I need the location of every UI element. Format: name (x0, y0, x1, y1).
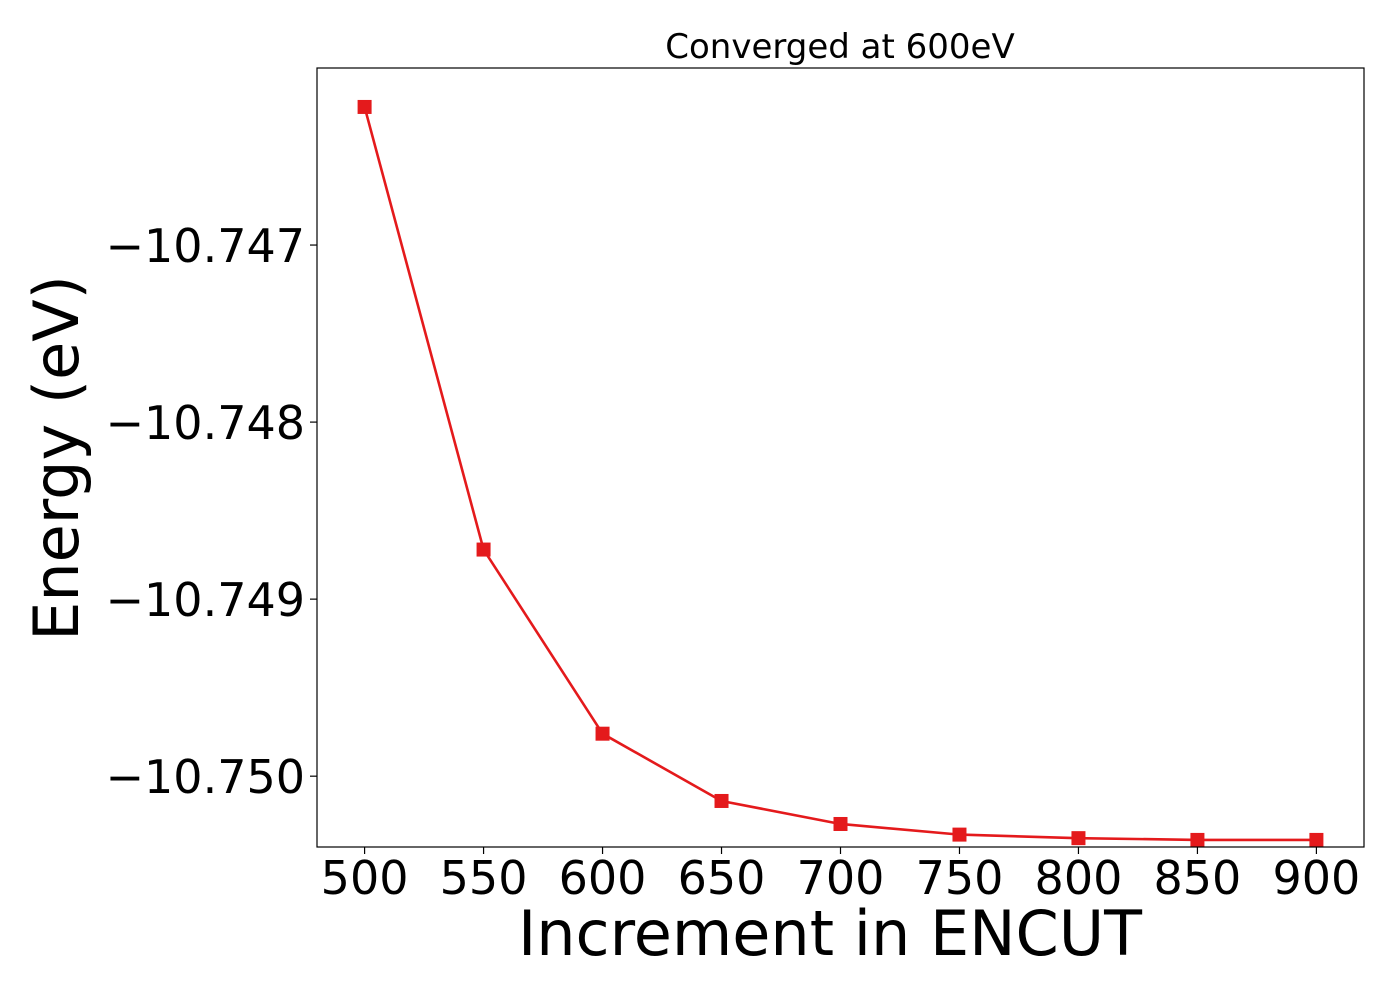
data-point-marker (595, 726, 610, 741)
y-tick-label: −10.749 (106, 573, 306, 627)
x-axis-label: Increment in ENCUT (518, 897, 1143, 970)
data-point-marker (833, 816, 848, 831)
data-point-marker (714, 793, 729, 808)
x-tick-label: 500 (321, 851, 409, 905)
data-point-marker (952, 827, 967, 842)
data-point-marker (1190, 832, 1205, 847)
y-axis-label: Energy (eV) (20, 275, 93, 641)
data-point-marker (1071, 831, 1086, 846)
x-tick-label: 700 (797, 851, 885, 905)
data-point-marker (357, 99, 372, 114)
y-tick-label: −10.747 (106, 219, 306, 273)
series-layer (357, 99, 1324, 847)
x-tick-label: 550 (440, 851, 528, 905)
chart-title: Converged at 600eV (665, 27, 1014, 67)
y-tick-label: −10.750 (106, 750, 306, 804)
plot-frame (316, 67, 1365, 848)
y-tick-label: −10.748 (106, 396, 306, 450)
x-tick-label: 600 (559, 851, 647, 905)
x-tick-label: 750 (916, 851, 1004, 905)
series-line (363, 106, 1317, 842)
x-tick-label: 900 (1273, 851, 1361, 905)
data-point-marker (1309, 832, 1324, 847)
data-point-marker (476, 542, 491, 557)
axis-ticks: 500 550 600 650 700 750 800 850 900 −10.747 −10.74… (106, 219, 1361, 905)
x-tick-label: 850 (1154, 851, 1242, 905)
x-tick-label: 650 (678, 851, 766, 905)
x-tick-label: 800 (1035, 851, 1123, 905)
